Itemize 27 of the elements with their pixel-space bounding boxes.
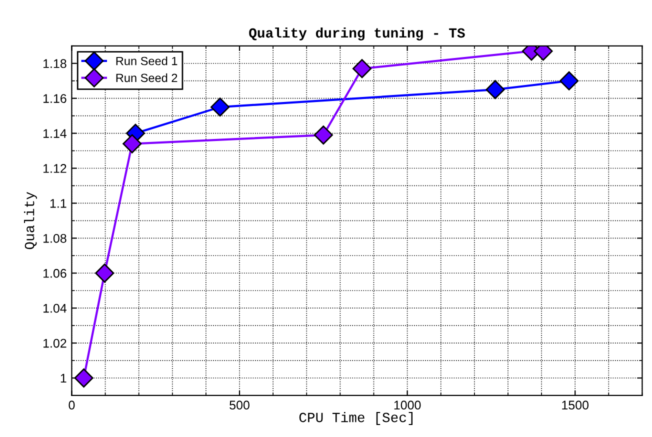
y-tick-label: 1.02 — [43, 338, 66, 348]
x-tick-label: 1500 — [562, 400, 589, 410]
point — [74, 368, 94, 388]
point — [352, 59, 372, 78]
y-tick-label: 1.14 — [43, 129, 66, 138]
point — [486, 80, 505, 100]
x-tick-label: 500 — [230, 400, 250, 410]
point — [95, 264, 114, 283]
point — [560, 71, 579, 90]
legend-label: Run Seed 1 — [116, 56, 178, 66]
point — [314, 126, 333, 145]
chart-title: Quality during tuning - TS — [249, 27, 465, 40]
x-tick-label: 1000 — [394, 400, 421, 410]
point — [122, 134, 142, 154]
y-axis-title: Quality — [24, 192, 37, 250]
y-tick-label: 1.08 — [43, 234, 66, 243]
point — [210, 98, 230, 117]
y-tick-label: 1.12 — [43, 164, 66, 173]
x-tick-label: 0 — [68, 400, 75, 410]
x-axis-title: CPU Time [Sec] — [299, 412, 413, 425]
y-tick-label: 1.04 — [43, 304, 66, 313]
y-tick-label: 1.06 — [43, 268, 66, 278]
legend-label: Run Seed 2 — [116, 73, 178, 82]
y-tick-label: 1 — [60, 374, 66, 383]
y-tick-label: 1.18 — [43, 59, 66, 68]
y-tick-label: 1.1 — [50, 199, 66, 208]
y-tick-label: 1.16 — [43, 94, 66, 103]
